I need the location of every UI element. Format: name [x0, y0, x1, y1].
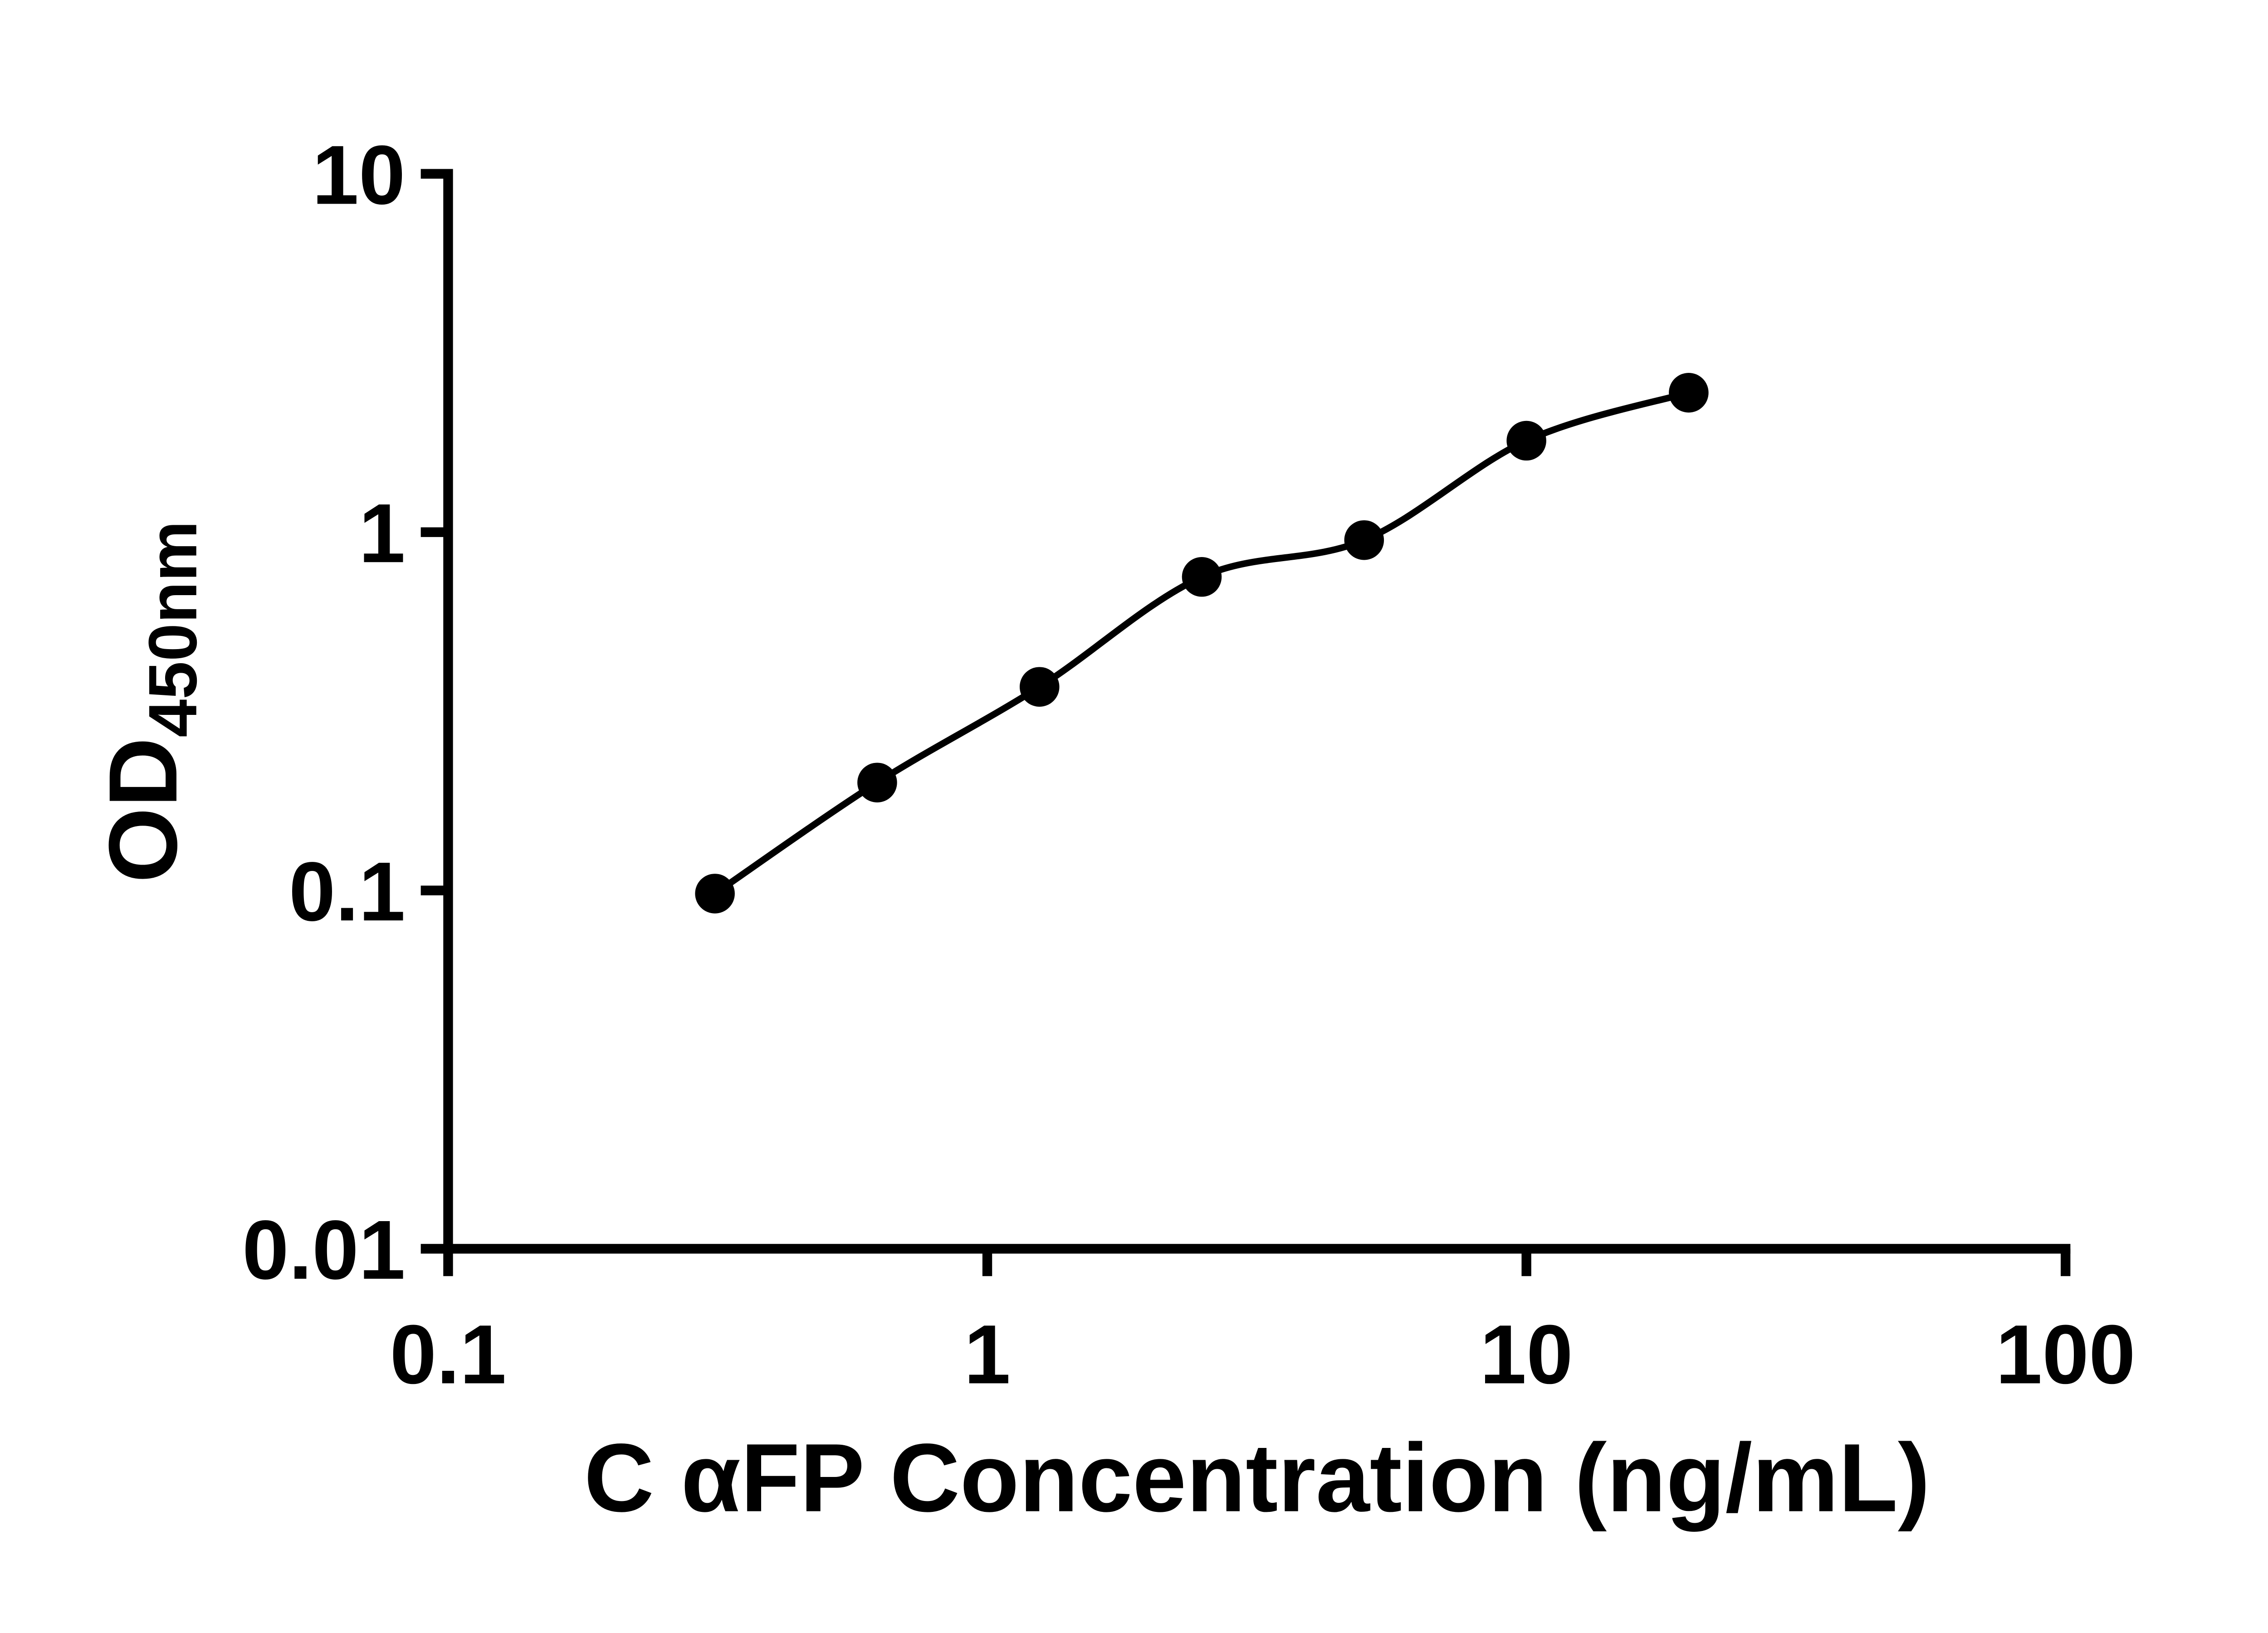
y-tick-label: 1 [359, 487, 406, 580]
y-tick-label: 0.1 [289, 845, 406, 939]
x-axis-title: C αFP Concentration (ng/mL) [584, 1424, 1930, 1532]
axes [443, 169, 2071, 1254]
x-tick-label: 10 [1480, 1308, 1573, 1402]
data-point [1506, 420, 1546, 461]
y-axis-title: OD450nm [89, 521, 211, 883]
data-point [1344, 520, 1384, 560]
x-tick-label: 100 [1996, 1308, 2136, 1402]
y-tick-label: 10 [312, 128, 406, 222]
data-point [695, 874, 735, 914]
tick-marks [420, 169, 2071, 1276]
tick-labels: 0.01 0.1 1 10 0.1 1 10 100 [242, 128, 2136, 1401]
x-tick-label: 0.1 [390, 1308, 507, 1402]
data-point [857, 763, 897, 802]
data-point [1669, 372, 1709, 413]
x-tick-label: 1 [964, 1308, 1011, 1402]
fit-curve-path [713, 389, 1690, 896]
y-axis-title-subscript: 450nm [135, 521, 211, 738]
data-point [1182, 557, 1222, 597]
data-points [695, 372, 1709, 914]
y-axis-title-main: OD [89, 738, 197, 883]
data-point [1019, 667, 1060, 707]
fit-curve [713, 389, 1690, 896]
y-tick-label: 0.01 [242, 1203, 406, 1297]
